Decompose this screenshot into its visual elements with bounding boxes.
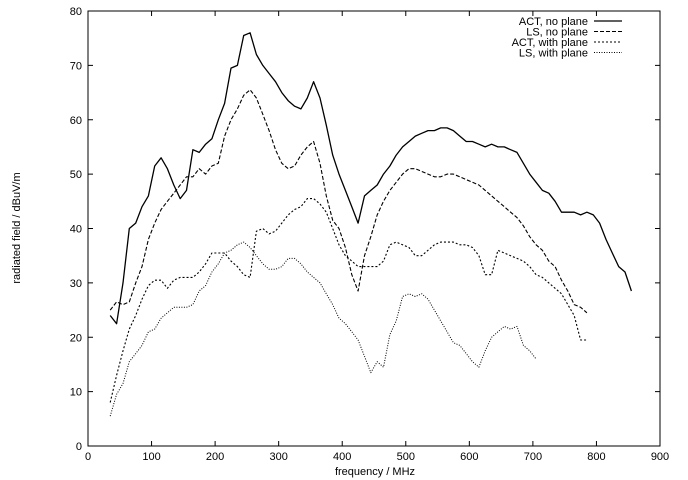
legend-label: LS, with plane	[519, 48, 588, 60]
x-tick-label: 300	[269, 451, 287, 463]
y-tick-label: 0	[76, 441, 82, 453]
x-tick-label: 500	[397, 451, 415, 463]
plot-border	[87, 10, 661, 447]
x-tick-label: 200	[206, 451, 224, 463]
legend-label: ACT, no plane	[519, 16, 588, 28]
y-tick-label: 60	[70, 115, 82, 127]
y-tick-label: 20	[70, 332, 82, 344]
series-line-1	[109, 32, 633, 325]
x-tick-label: 900	[651, 451, 669, 463]
series-line-3	[109, 198, 587, 403]
x-tick-label: 100	[142, 451, 160, 463]
y-axis-label: radiated field / dBuV/m	[11, 172, 23, 283]
x-tick-label: 700	[524, 451, 542, 463]
y-tick-label: 30	[70, 278, 82, 290]
series-line-4	[109, 241, 537, 417]
x-tick-label: 400	[333, 451, 351, 463]
series-line-2	[109, 89, 588, 314]
x-axis-label: frequency / MHz	[335, 466, 415, 478]
series-lines	[109, 32, 633, 417]
x-tick-label: 600	[460, 451, 478, 463]
y-tick-label: 50	[70, 169, 82, 181]
y-tick-label: 10	[70, 387, 82, 399]
axis-ticks: 0 100 200 300 400 500 600 700 800 900 0 10 20 30 40 50 6…	[70, 6, 669, 463]
y-tick-label: 40	[70, 224, 82, 236]
legend-label: ACT, with plane	[512, 37, 588, 49]
plot-frame	[87, 10, 661, 447]
x-tick-label: 0	[85, 451, 91, 463]
y-tick-label: 70	[70, 60, 82, 72]
legend-label: LS, no plane	[526, 27, 588, 39]
y-tick-label: 80	[70, 6, 82, 18]
x-tick-label: 800	[587, 451, 605, 463]
